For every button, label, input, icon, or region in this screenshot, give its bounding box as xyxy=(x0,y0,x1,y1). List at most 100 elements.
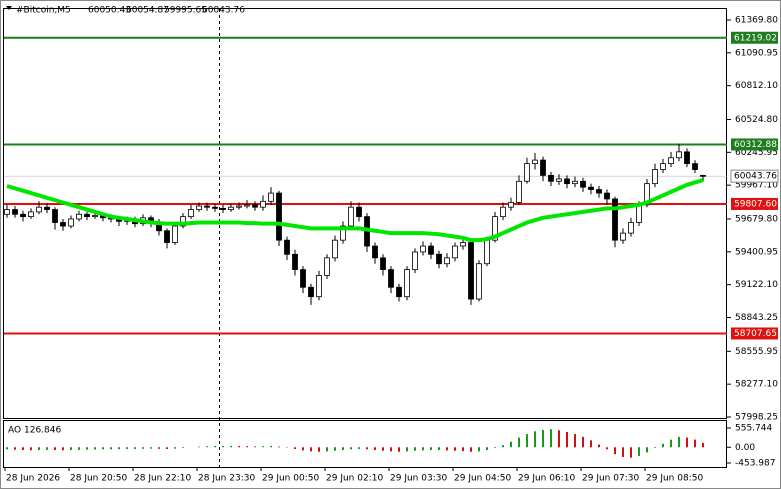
y-tick-label: 59122.10 xyxy=(735,280,778,290)
x-tick-label: 29 Jun 04:50 xyxy=(454,474,511,484)
candle-body xyxy=(284,239,290,255)
y-tick-label: 59967.10 xyxy=(735,181,778,191)
candle-body xyxy=(372,245,378,259)
candle-body xyxy=(236,205,242,208)
candle-body xyxy=(12,209,18,215)
candle-body xyxy=(556,178,562,182)
candle-body xyxy=(700,174,706,177)
candle-body xyxy=(76,213,82,220)
candle-body xyxy=(308,286,314,298)
level-label: 59807.60 xyxy=(734,199,777,209)
header-high: 60054.87 xyxy=(126,6,169,16)
candle-body xyxy=(220,207,226,210)
candle-body xyxy=(444,257,450,265)
candle-body xyxy=(516,180,522,203)
level-label: 60312.88 xyxy=(734,140,777,150)
candle-body xyxy=(268,192,274,202)
candle-body xyxy=(548,175,554,182)
level-tag xyxy=(731,31,778,44)
candle-body xyxy=(28,211,34,218)
candle-body xyxy=(604,192,610,200)
candle-body xyxy=(500,206,506,218)
candle-body xyxy=(684,151,690,165)
y-tick-label: 60812.10 xyxy=(735,81,778,91)
y-tick-label: 57998.25 xyxy=(735,413,778,423)
symbol: #Bitcoin,M5 xyxy=(16,6,71,16)
level-tag xyxy=(731,138,778,151)
candle-body xyxy=(4,209,10,215)
candle-body xyxy=(652,169,658,185)
candle-body xyxy=(668,157,674,165)
candle-body xyxy=(508,202,514,208)
candle-body xyxy=(292,253,298,271)
candle-body xyxy=(52,209,58,223)
level-tag xyxy=(731,197,778,210)
y-tick-label: 59400.95 xyxy=(735,247,778,257)
candle-body xyxy=(564,178,570,185)
candle-body xyxy=(532,159,538,165)
candle-body xyxy=(420,245,426,253)
y-tick-label: 61090.95 xyxy=(735,48,778,58)
candle-body xyxy=(468,242,474,300)
y-tick-label: 58555.95 xyxy=(735,347,778,357)
ao-name: AO xyxy=(8,426,21,436)
header-close: 60043.76 xyxy=(202,6,245,16)
x-tick-label: 28 Jun 20:50 xyxy=(70,474,127,484)
candle-body xyxy=(244,204,250,207)
y-tick-label: 58843.25 xyxy=(735,313,778,323)
candle-body xyxy=(68,218,74,227)
candle-body xyxy=(492,216,498,241)
candle-body xyxy=(348,206,354,227)
candle-body xyxy=(380,257,386,271)
candle-body xyxy=(412,251,418,271)
x-tick-label: 29 Jun 03:30 xyxy=(390,474,447,484)
x-tick-label: 29 Jun 02:10 xyxy=(326,474,383,484)
x-tick-label: 28 Jun 23:30 xyxy=(198,474,255,484)
x-tick-label: 29 Jun 06:10 xyxy=(518,474,575,484)
candle-body xyxy=(84,213,90,218)
y-tick-label: 60245.95 xyxy=(735,148,778,158)
candle-body xyxy=(540,159,546,176)
candle-body xyxy=(484,239,490,265)
candle-body xyxy=(324,257,330,276)
x-tick-label: 29 Jun 07:30 xyxy=(582,474,639,484)
x-tick-label: 29 Jun 08:50 xyxy=(646,474,703,484)
candle-body xyxy=(300,269,306,288)
candle-body xyxy=(524,163,530,182)
candle-body xyxy=(460,242,466,247)
header-low: 59995.65 xyxy=(164,6,207,16)
candle-body xyxy=(60,222,66,227)
candle-body xyxy=(428,245,434,255)
menu-arrow xyxy=(6,6,12,10)
level-tag xyxy=(731,327,778,340)
ao-value: 126.846 xyxy=(24,426,61,436)
candle-body xyxy=(628,222,634,234)
price-tag xyxy=(730,169,779,183)
ao-tick-label: 0.00 xyxy=(735,443,755,453)
candle-body xyxy=(356,206,362,218)
candle-body xyxy=(452,245,458,259)
price-label: 60043.76 xyxy=(734,172,777,182)
candle-body xyxy=(44,206,50,210)
candle-body xyxy=(436,253,442,265)
level-label: 61219.02 xyxy=(734,33,777,43)
x-tick-label: 29 Jun 00:50 xyxy=(262,474,319,484)
candle-body xyxy=(204,205,210,208)
candle-body xyxy=(332,239,338,259)
candle-body xyxy=(316,275,322,298)
candle-body xyxy=(676,151,682,159)
candle-body xyxy=(212,206,218,209)
level-label: 58707.65 xyxy=(734,329,777,339)
header-open: 60050.43 xyxy=(88,6,131,16)
y-tick-label: 61369.80 xyxy=(735,16,778,26)
candle-body xyxy=(404,269,410,298)
candle-body xyxy=(20,213,26,218)
candle-body xyxy=(660,163,666,170)
moving-average xyxy=(6,178,704,243)
x-tick-label: 28 Jun 22:10 xyxy=(134,474,191,484)
ao-panel xyxy=(3,420,727,468)
candle-body xyxy=(196,205,202,210)
candle-body xyxy=(164,230,170,243)
